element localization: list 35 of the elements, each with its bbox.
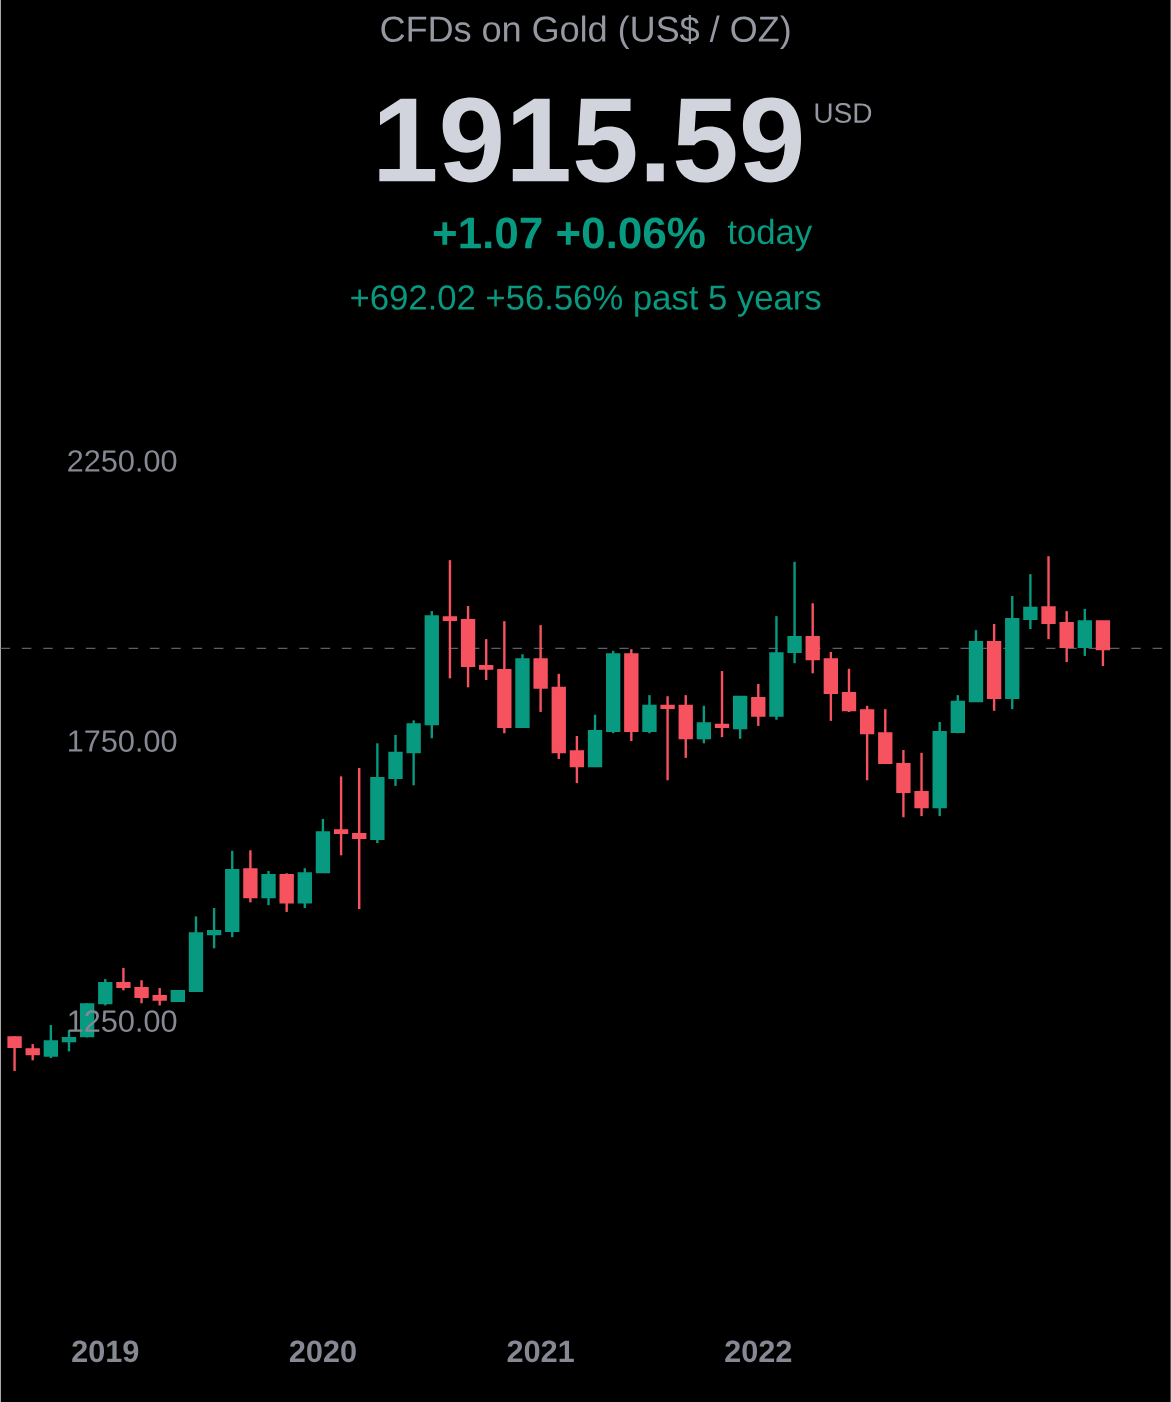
- candlestick: [206, 906, 222, 950]
- candlestick: [1023, 572, 1038, 631]
- annotation: 1915.59: [379, 97, 801, 183]
- candlestick: [43, 1023, 58, 1060]
- candlestick: [478, 637, 494, 682]
- candlestick: [261, 869, 276, 907]
- candlestick: [97, 977, 113, 1007]
- candlestick: [841, 667, 857, 714]
- candlestick: [569, 734, 584, 785]
- annotation: USD: [815, 103, 871, 123]
- candlestick: [116, 966, 131, 992]
- candlestick: [859, 704, 875, 782]
- y-tick-label: 1750.00: [68, 730, 177, 752]
- candlestick: [714, 669, 730, 739]
- y-tick-label: 2250.00: [68, 450, 177, 472]
- candlestick: [1041, 555, 1056, 641]
- chart-title: CFDs on Gold (US$ / OZ): [381, 14, 790, 50]
- candlestick: [914, 751, 929, 818]
- candlestick: [660, 695, 675, 782]
- candlestick: [351, 766, 367, 911]
- x-tick-label: 2019: [72, 1340, 139, 1363]
- annotation: +1.07 +0.06%: [433, 217, 705, 249]
- annotation: today: [727, 218, 812, 252]
- candlestick: [7, 1035, 22, 1073]
- annotation: +692.02 +56.56% past 5 years: [351, 285, 821, 317]
- candlestick: [787, 560, 802, 665]
- x-tick-label: 2021: [507, 1340, 574, 1363]
- candlestick: [805, 602, 820, 675]
- candlestick: [134, 979, 149, 1005]
- candlestick: [696, 704, 711, 745]
- x-tick-label: 2020: [289, 1340, 356, 1363]
- candlestick: [442, 558, 457, 680]
- candlestick: [333, 775, 349, 857]
- candlestick: [750, 682, 766, 728]
- x-tick-label: 2022: [725, 1340, 792, 1363]
